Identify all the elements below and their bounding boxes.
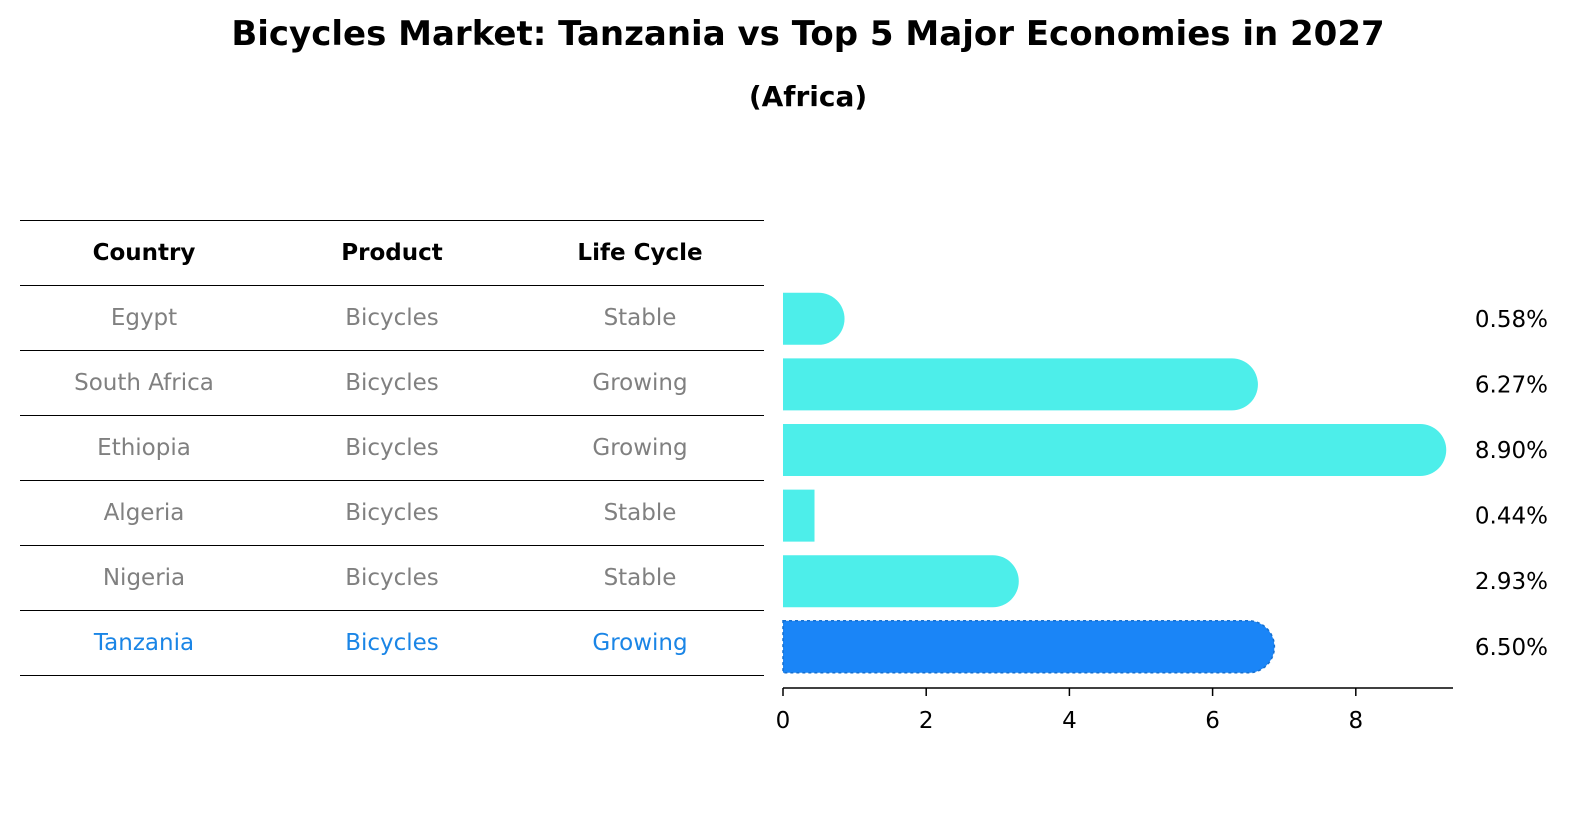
country-cell: Nigeria (102, 565, 186, 591)
bar-tanzania (782, 620, 1276, 674)
table-row-highlighted: Tanzania Bicycles Growing (20, 610, 764, 676)
bar-egypt (783, 292, 845, 345)
table-row: Nigeria Bicycles Stable (20, 545, 764, 610)
product-cell: Bicycles (345, 565, 439, 591)
table-row: Ethiopia Bicycles Growing (20, 415, 764, 480)
country-cell: Algeria (103, 500, 185, 526)
x-tick-label: 6 (1205, 708, 1220, 734)
product-cell: Bicycles (345, 370, 439, 396)
chart-subtitle: (Africa) (748, 80, 868, 113)
column-header-life-cycle: Life Cycle (577, 240, 703, 266)
product-cell: Bicycles (345, 630, 439, 656)
product-cell: Bicycles (345, 500, 439, 526)
table-header-row: Country Product Life Cycle (20, 220, 764, 285)
column-header-product: Product (341, 240, 443, 266)
data-label: 6.50% (1475, 635, 1548, 661)
table-row: South Africa Bicycles Growing (20, 350, 764, 415)
table-row: Egypt Bicycles Stable (20, 285, 764, 350)
x-tick-label: 0 (776, 708, 791, 734)
x-tick-label: 2 (919, 708, 934, 734)
data-label: 0.44% (1475, 504, 1548, 530)
data-table: Country Product Life Cycle Egypt Bicycle… (20, 220, 764, 676)
life-cycle-cell: Growing (592, 630, 688, 656)
data-label: 2.93% (1475, 569, 1548, 595)
product-cell: Bicycles (345, 305, 439, 331)
product-cell: Bicycles (345, 435, 439, 461)
data-label: 6.27% (1475, 372, 1548, 398)
country-cell: South Africa (74, 370, 214, 396)
life-cycle-cell: Stable (603, 500, 677, 526)
data-label: 8.90% (1475, 438, 1548, 464)
bar-nigeria (783, 555, 1019, 608)
country-cell: Tanzania (93, 630, 195, 656)
country-cell: Ethiopia (97, 435, 191, 461)
column-header-country: Country (92, 240, 196, 266)
x-tick-label: 8 (1348, 708, 1363, 734)
bar-south-africa (783, 358, 1258, 411)
life-cycle-cell: Stable (603, 305, 677, 331)
x-tick-label: 4 (1062, 708, 1077, 734)
life-cycle-cell: Growing (592, 435, 688, 461)
table-row: Algeria Bicycles Stable (20, 480, 764, 545)
bar-algeria (783, 489, 815, 542)
data-label: 0.58% (1475, 307, 1548, 333)
bar-ethiopia (783, 424, 1447, 476)
life-cycle-cell: Stable (603, 565, 677, 591)
chart-title: Bicycles Market: Tanzania vs Top 5 Major… (231, 14, 1385, 54)
country-cell: Egypt (110, 305, 178, 331)
life-cycle-cell: Growing (592, 370, 688, 396)
